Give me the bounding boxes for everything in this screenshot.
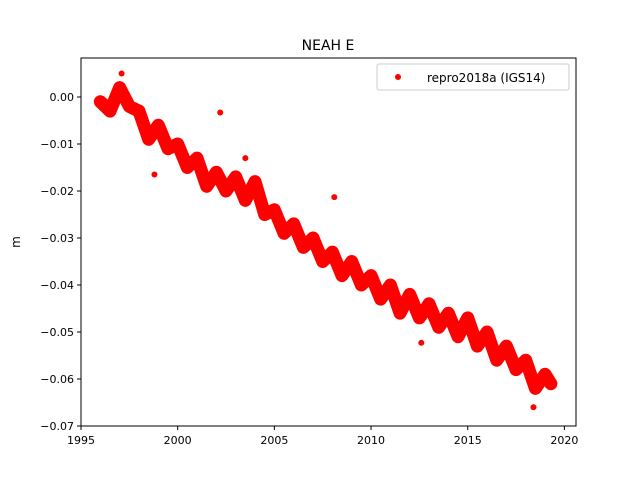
data-point — [377, 296, 384, 303]
data-point — [513, 366, 520, 373]
data-point — [107, 108, 114, 115]
data-point — [397, 310, 404, 317]
data-point — [184, 164, 191, 171]
data-point — [406, 291, 413, 298]
data-point — [532, 385, 539, 392]
x-tick-label: 2005 — [260, 434, 288, 447]
x-tick-label: 2000 — [164, 434, 192, 447]
data-point — [358, 282, 365, 289]
x-tick-label: 2020 — [550, 434, 578, 447]
outlier-point — [242, 155, 249, 162]
outlier-point — [418, 339, 425, 346]
x-tick-label: 1995 — [67, 434, 95, 447]
y-axis: 0.00 −0.01 −0.02 −0.03 −0.04 −0.05 −0.06 −0.07 — [40, 91, 81, 433]
chart-title: NEAH E — [302, 38, 355, 54]
outlier-point — [118, 70, 125, 77]
data-point — [484, 329, 491, 336]
plot-area — [93, 70, 558, 411]
data-point — [329, 249, 336, 256]
data-point — [348, 258, 355, 265]
y-tick-label: −0.07 — [40, 420, 74, 433]
data-point — [290, 220, 297, 227]
data-point — [261, 211, 268, 218]
data-point — [271, 206, 278, 213]
data-point — [136, 108, 143, 115]
series-band — [93, 81, 558, 395]
y-tick-label: −0.04 — [40, 279, 74, 292]
y-tick-label: −0.06 — [40, 373, 74, 386]
outlier-point — [217, 109, 224, 116]
data-point — [319, 258, 326, 265]
data-point — [232, 173, 239, 180]
data-point — [281, 230, 288, 237]
outlier-point — [331, 194, 338, 201]
outlier-point — [151, 171, 158, 178]
data-point — [503, 343, 510, 350]
data-point — [474, 343, 481, 350]
data-point — [252, 178, 259, 185]
data-point — [97, 98, 104, 105]
data-point — [145, 136, 152, 143]
data-point — [387, 282, 394, 289]
y-tick-label: −0.05 — [40, 326, 74, 339]
y-axis-label: m — [9, 236, 23, 248]
data-point — [522, 357, 529, 364]
y-tick-label: −0.03 — [40, 232, 74, 245]
legend-marker — [395, 74, 401, 80]
data-point — [194, 155, 201, 162]
outlier-point — [530, 404, 537, 411]
data-point — [300, 244, 307, 251]
data-point — [445, 310, 452, 317]
data-point — [368, 272, 375, 279]
x-axis: 1995 2000 2005 2010 2015 2020 — [67, 426, 578, 447]
data-point — [126, 103, 133, 110]
data-point — [213, 169, 220, 176]
y-tick-label: −0.02 — [40, 185, 74, 198]
data-point — [203, 183, 210, 190]
data-point — [493, 357, 500, 364]
data-point — [310, 235, 317, 242]
legend-label: repro2018a (IGS14) — [427, 71, 545, 85]
data-point — [242, 197, 249, 204]
data-point — [116, 84, 123, 91]
data-point — [165, 145, 172, 152]
data-point — [223, 188, 230, 195]
data-point — [426, 300, 433, 307]
x-tick-label: 2010 — [357, 434, 385, 447]
data-point — [155, 122, 162, 129]
data-point — [455, 333, 462, 340]
legend: repro2018a (IGS14) — [376, 63, 570, 91]
y-tick-label: −0.01 — [40, 138, 74, 151]
data-point — [339, 272, 346, 279]
data-point — [435, 324, 442, 331]
data-point — [464, 314, 471, 321]
data-point — [542, 371, 549, 378]
x-tick-label: 2015 — [454, 434, 482, 447]
data-point — [174, 141, 181, 148]
axes-frame — [80, 57, 577, 427]
data-point — [547, 380, 554, 387]
data-point — [416, 314, 423, 321]
y-tick-label: 0.00 — [50, 91, 75, 104]
legend-frame — [376, 63, 570, 91]
